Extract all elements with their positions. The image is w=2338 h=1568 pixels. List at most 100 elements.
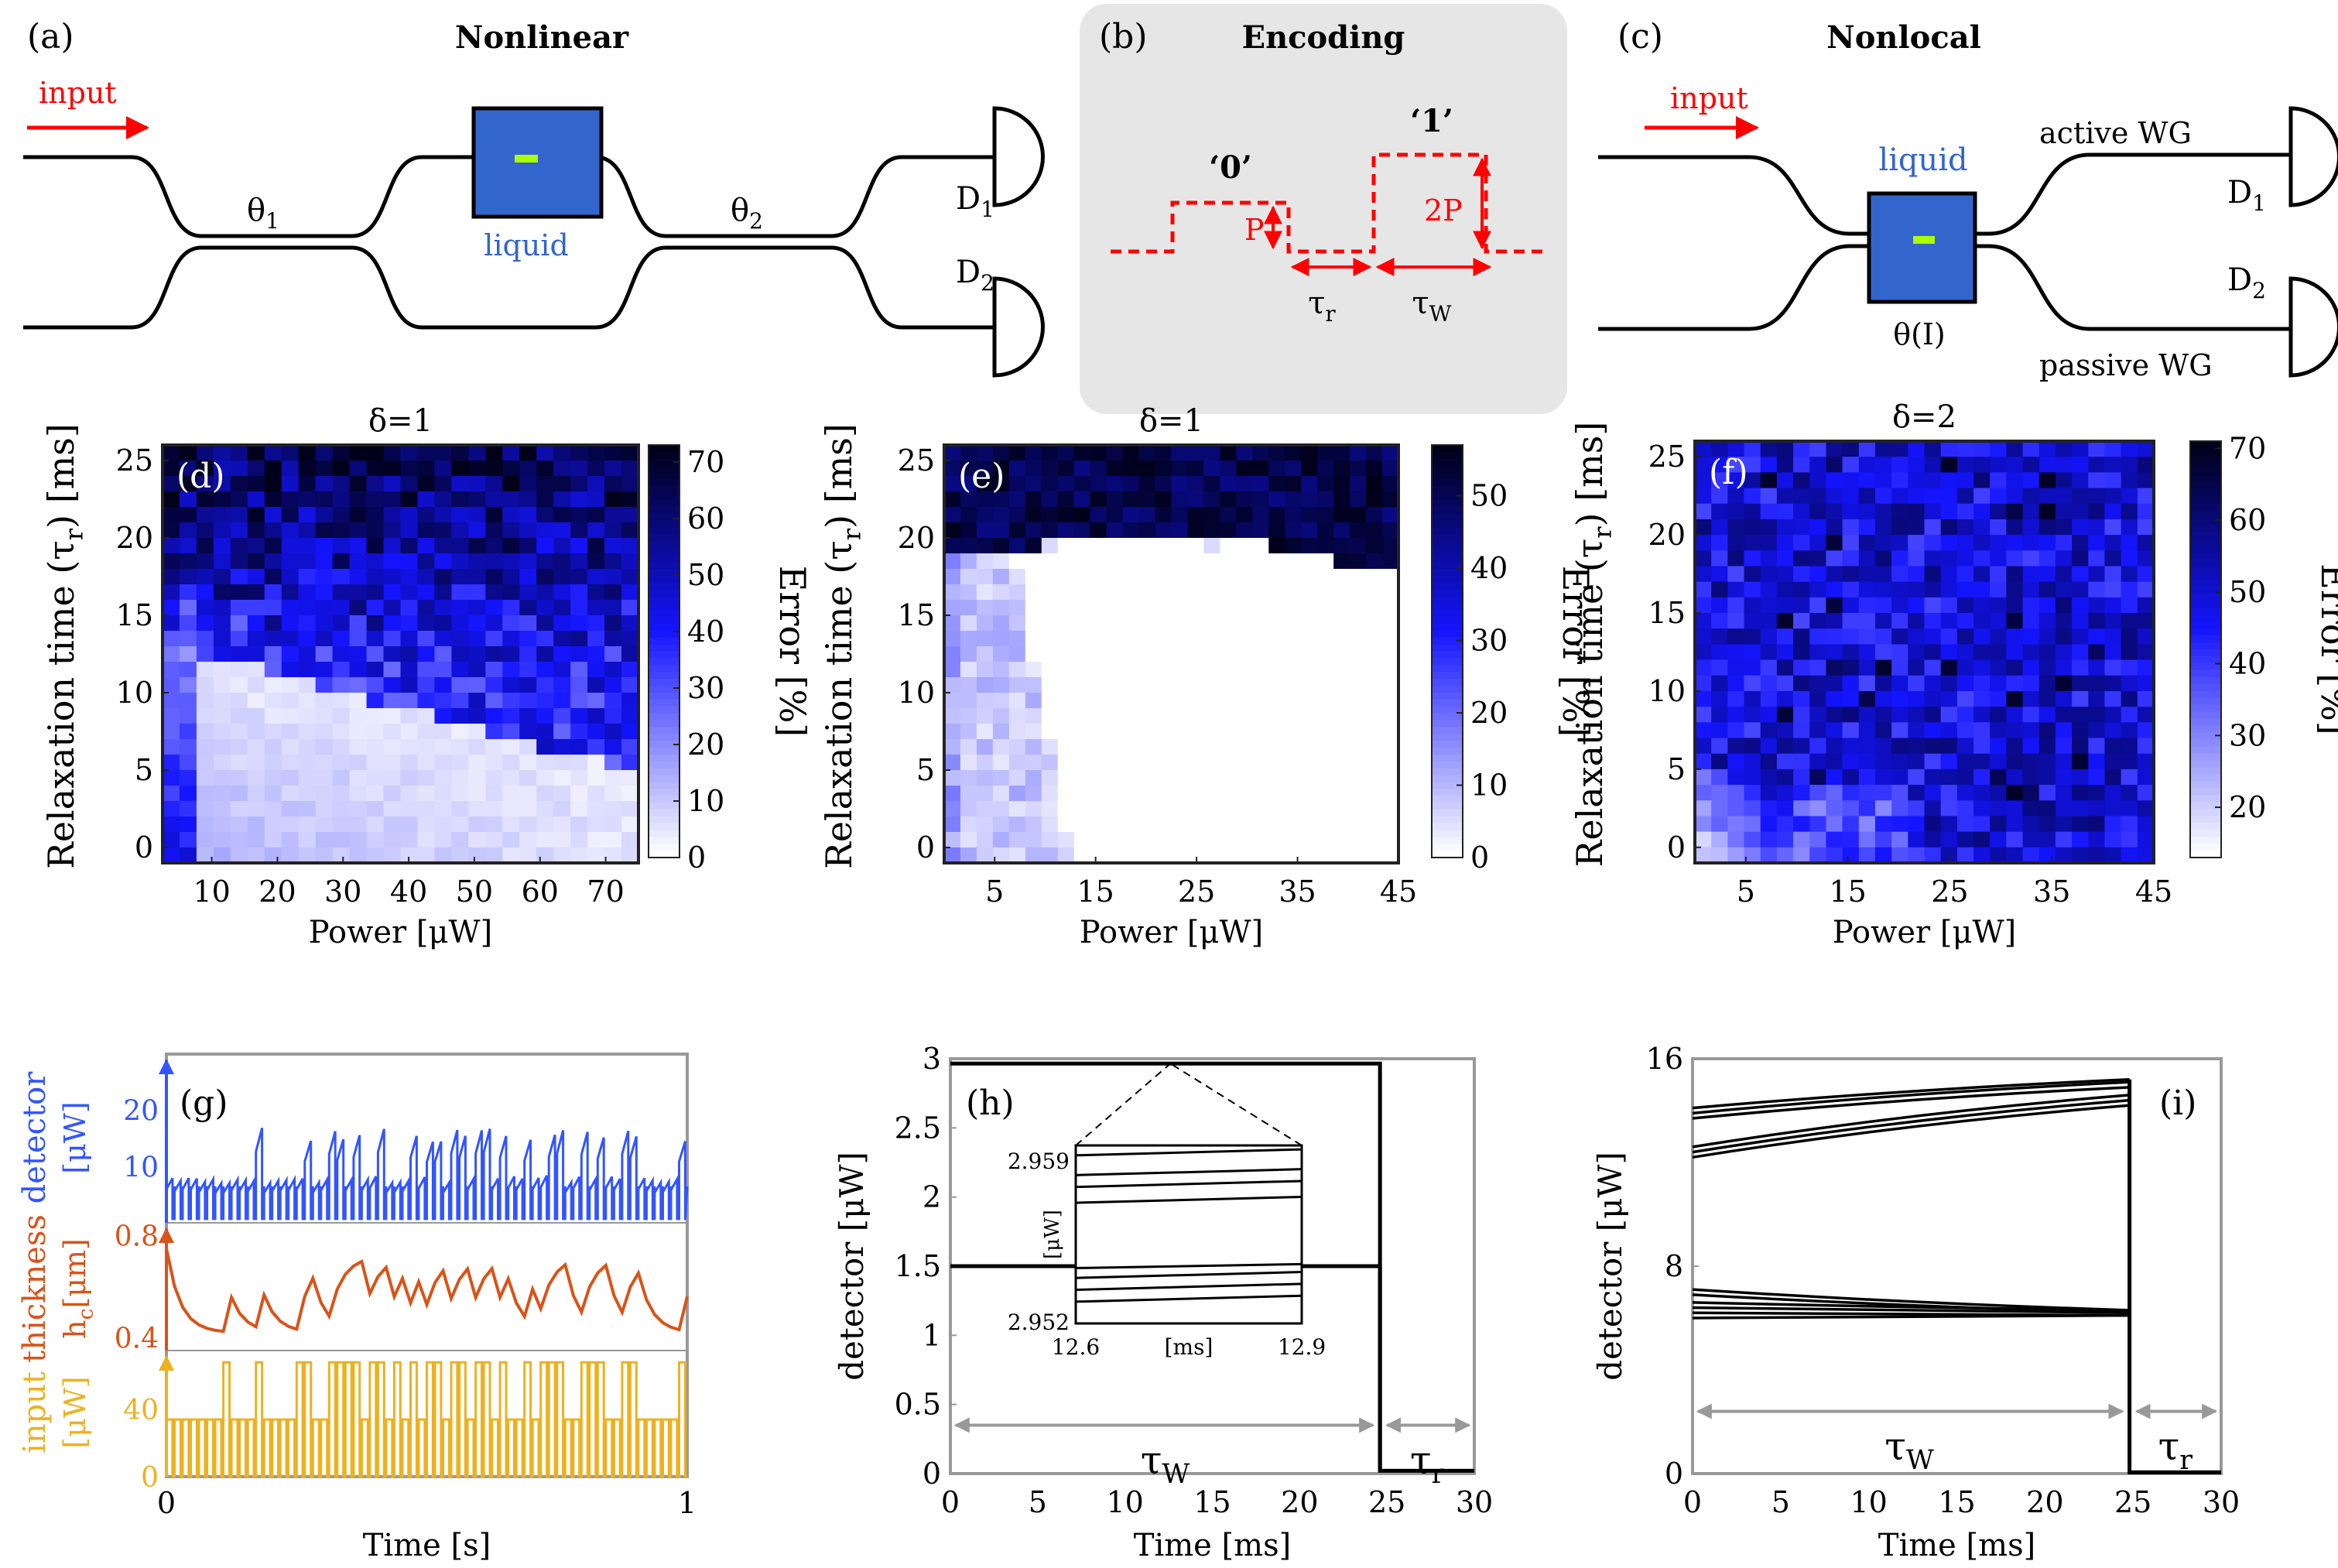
detector-trace [1692, 1104, 2130, 1159]
colorbar-segment [1432, 465, 1463, 474]
heatmap-cell [1106, 600, 1124, 616]
heatmap-cell [264, 801, 282, 817]
heatmap-cell [247, 460, 265, 477]
heatmap-cell [1350, 801, 1367, 817]
heatmap-cell [1301, 445, 1318, 461]
heatmap-cell [1891, 738, 1908, 755]
heatmap-cell [1990, 722, 2007, 739]
heatmap-cell [1382, 491, 1399, 508]
heatmap-cell [349, 817, 368, 833]
detector-trace [165, 1128, 689, 1221]
heatmap-cell [1025, 615, 1042, 632]
heatmap-cell [1203, 476, 1220, 492]
heatmap-cell [2121, 722, 2138, 739]
heatmap-cell [417, 569, 436, 585]
heatmap-cell [1940, 659, 1958, 676]
heatmap-cell [1842, 488, 1860, 505]
heatmap-cell [1236, 522, 1253, 539]
detector-trace [1692, 1094, 2130, 1149]
heatmap-cell [366, 832, 385, 848]
heatmap-cell [247, 770, 265, 786]
colorbar-segment [649, 548, 679, 556]
heatmap-cell [1744, 581, 1761, 598]
heatmap-cell [519, 755, 537, 771]
heatmap-cell [400, 553, 419, 570]
heatmap-cell [1809, 738, 1827, 755]
heatmap-cell [1285, 693, 1302, 709]
heatmap-cell [383, 584, 402, 601]
heatmap-cell [1301, 724, 1318, 740]
heatmap-cell [960, 569, 977, 585]
heatmap-cell [1350, 507, 1367, 523]
heatmap-cell [1301, 770, 1318, 786]
heatmap-cell [1727, 800, 1745, 817]
heatmap-cell [587, 708, 605, 724]
heatmap-cell [485, 460, 503, 477]
heatmap-cell [332, 739, 351, 755]
heatmap-cell [1268, 646, 1285, 662]
heatmap-cell [1333, 522, 1350, 539]
heatmap-cell [1711, 738, 1728, 755]
heatmap-cell [485, 739, 503, 755]
heatmap-cell [2022, 628, 2040, 645]
heatmap-cell [1106, 755, 1124, 771]
detector-trace [1692, 1301, 2130, 1312]
heatmap-cell [1122, 491, 1140, 508]
heatmap-cell [1236, 755, 1253, 771]
heatmap-cell [417, 755, 436, 771]
heatmap-cell [1744, 847, 1761, 864]
heatmap-cell [502, 615, 520, 632]
colorbar-segment [2190, 524, 2221, 532]
heatmap-cell [1956, 597, 1974, 614]
heatmap-cell [1073, 755, 1091, 771]
heatmap-cell [366, 662, 385, 678]
x-tick-label: 25 [2114, 1485, 2151, 1519]
heatmap-cell [2006, 628, 2024, 645]
heatmap-cell [468, 569, 486, 585]
heatmap-cell [264, 507, 282, 523]
heatmap-cell [2088, 847, 2106, 864]
heatmap-cell [2137, 831, 2155, 848]
heatmap-cell [570, 631, 588, 647]
heatmap-cell [2072, 675, 2089, 692]
heatmap-cell [1285, 476, 1302, 492]
colorbar-segment [1432, 493, 1463, 501]
y-tick-label: 15 [1648, 596, 1686, 630]
colorbar-tick-label: 10 [687, 784, 724, 818]
heatmap-cell [604, 584, 622, 601]
y-tick-label: 10 [116, 676, 153, 710]
heatmap-cell [332, 491, 351, 508]
heatmap-cell [468, 832, 486, 848]
heatmap-cell [281, 491, 300, 508]
heatmap-cell [1956, 566, 1974, 583]
heatmap-cell [587, 677, 605, 693]
heatmap-cell [1891, 831, 1908, 848]
heatmap-cell [2072, 550, 2089, 567]
heatmap-cell [1187, 817, 1205, 833]
heatmap-cell [536, 817, 554, 833]
heatmap-cell [1891, 535, 1908, 551]
heatmap-cell [163, 755, 180, 771]
colorbar-segment [1432, 548, 1463, 556]
heatmap-cell [1793, 738, 1810, 755]
heatmap-cell [1155, 460, 1172, 477]
heatmap-cell [163, 662, 180, 678]
colorbar-segment [1432, 568, 1463, 577]
heatmap-cell [2121, 488, 2138, 505]
heatmap-cell [213, 677, 231, 693]
heatmap-cell [1106, 584, 1124, 601]
heatmap-cell [1350, 631, 1367, 647]
heatmap-cell [1924, 738, 1942, 755]
heatmap-cell [1220, 522, 1237, 539]
heatmap-cell [2072, 457, 2089, 473]
colorbar-segment [649, 555, 679, 563]
heatmap-cell [1793, 659, 1810, 676]
colorbar-segment [649, 830, 679, 838]
heatmap-cell [1171, 569, 1189, 585]
heatmap-cell [264, 786, 282, 802]
heatmap-cell [1858, 519, 1876, 536]
heatmap-cell [2137, 503, 2155, 520]
heatmap-cell [1727, 659, 1745, 676]
heatmap-cell [1760, 441, 1778, 457]
heatmap-cell [1025, 476, 1042, 492]
